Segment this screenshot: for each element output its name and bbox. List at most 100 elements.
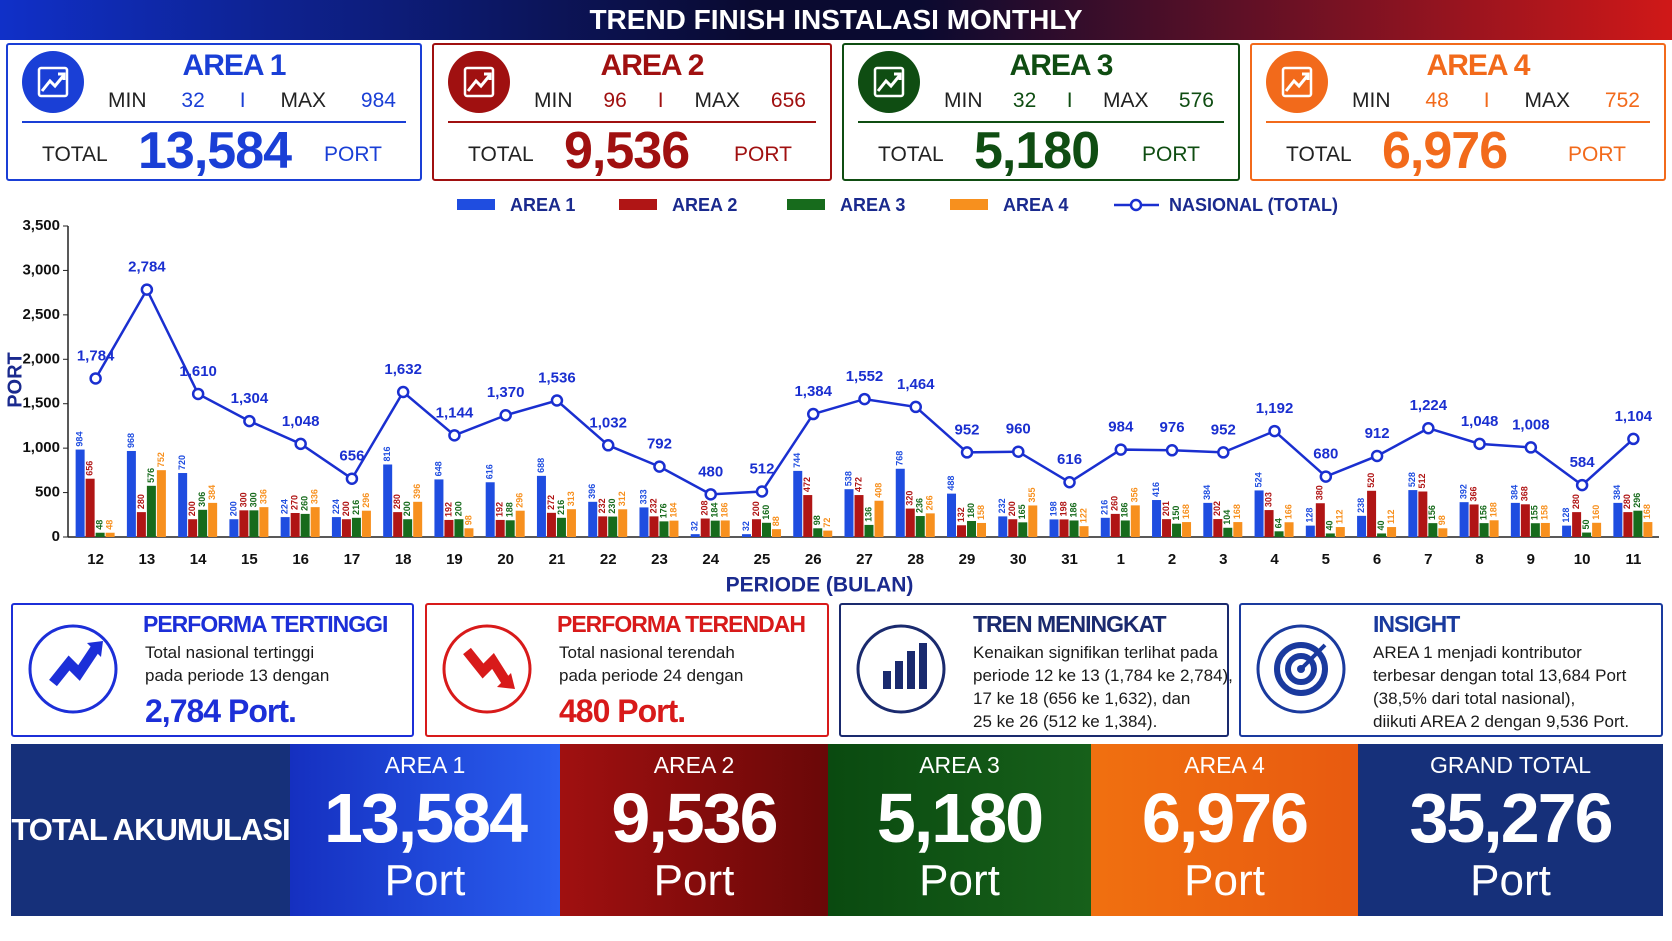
insight-title: TREN MENINGKAT: [973, 611, 1167, 637]
insight-line: periode 12 ke 13 (1,784 ke 2,784),: [973, 666, 1233, 685]
bar-label: 200: [751, 501, 761, 516]
bar: [280, 517, 290, 537]
bar-label: 384: [1202, 485, 1212, 500]
total-label: TOTAL: [1286, 143, 1352, 166]
x-tick-label: 15: [241, 551, 258, 568]
bar-label: 232: [597, 498, 607, 513]
bar-label: 50: [1581, 520, 1591, 530]
bar-label: 384: [207, 485, 217, 500]
bar-label: 296: [1632, 493, 1642, 508]
total-value: 6,976: [1382, 122, 1508, 180]
y-tick-label: 3,500: [22, 217, 60, 234]
x-tick-label: 6: [1373, 551, 1381, 568]
icon: [858, 51, 920, 113]
x-tick-label: 31: [1061, 551, 1078, 568]
insight-line: diikuti AREA 2 dengan 9,536 Port.: [1373, 712, 1630, 731]
total-label: TOTAL: [468, 143, 534, 166]
bar-label: 520: [1366, 473, 1376, 488]
bar: [1315, 503, 1325, 537]
summary-label: TOTAL AKUMULASI: [11, 812, 290, 847]
bar: [1520, 504, 1530, 537]
x-tick-label: 9: [1527, 551, 1535, 568]
bar-label: 98: [463, 515, 473, 525]
bar-label: 744: [792, 453, 802, 468]
x-tick-label: 17: [344, 551, 361, 568]
insight-card: INSIGHT AREA 1 menjadi kontributor terbesa…: [1239, 603, 1663, 737]
bar: [1428, 523, 1438, 537]
bar: [331, 517, 341, 537]
total-label: 616: [1057, 451, 1082, 468]
insight-line: Total nasional terendah: [559, 643, 735, 662]
bar: [556, 517, 566, 537]
x-tick-label: 25: [754, 551, 771, 568]
insight-title: PERFORMA TERTINGGI: [143, 611, 388, 637]
bar-label: 136: [863, 507, 873, 522]
bar: [793, 470, 803, 537]
bar-label: 72: [822, 518, 832, 528]
summary-total: 13,584: [323, 779, 528, 857]
bar-label: 488: [946, 476, 956, 491]
bar: [1510, 502, 1520, 537]
bar-label: 176: [658, 503, 668, 518]
bar-label: 192: [443, 502, 453, 517]
bar: [1530, 523, 1540, 537]
bar-label: 168: [1642, 504, 1652, 519]
max-value: 656: [770, 89, 806, 112]
total-point: [396, 385, 410, 399]
card-icon: [858, 51, 920, 113]
bar-label: 270: [290, 495, 300, 510]
separator: I: [1483, 89, 1490, 112]
total-point: [1627, 432, 1640, 446]
x-tick-label: 2: [1168, 551, 1176, 568]
bar: [1284, 522, 1294, 537]
insight-text: Total nasional terendah pada periode 24 d…: [559, 641, 743, 687]
area-card: AREA 1 MIN 32 I MAX 984 TOTAL 13,584 PORT: [6, 43, 422, 181]
bar-label: 238: [1356, 498, 1366, 513]
bar-label: 230: [607, 499, 617, 514]
x-tick-label: 4: [1270, 551, 1279, 568]
min-max-row: MIN 32 I MAX 984: [108, 89, 396, 113]
total-value: 5,180: [974, 122, 1100, 180]
max-value: 752: [1604, 89, 1640, 112]
total-label: 680: [1313, 446, 1338, 463]
bar-label: 160: [1591, 505, 1601, 520]
bar: [485, 482, 495, 537]
y-tick-label: 1,000: [22, 439, 60, 456]
bar-label: 128: [1305, 508, 1315, 523]
summary-total: 6,976: [1141, 779, 1309, 857]
summary-unit: Port: [384, 856, 466, 905]
legend-label: AREA 2: [672, 195, 737, 215]
bar-label: 112: [1386, 510, 1396, 525]
insight-line: pada periode 13 dengan: [145, 666, 330, 685]
bar-label: 166: [1283, 504, 1293, 519]
bar: [844, 489, 854, 537]
bar-label: 128: [1561, 508, 1571, 523]
total-point: [1473, 437, 1486, 451]
bar: [229, 519, 239, 537]
bar-label: 216: [1100, 500, 1110, 515]
total-label: 1,536: [538, 369, 576, 386]
bar-label: 232: [648, 498, 658, 513]
insight-title: INSIGHT: [1373, 611, 1460, 637]
bar: [95, 532, 105, 537]
x-tick-label: 28: [907, 551, 924, 568]
legend-label: AREA 3: [840, 195, 905, 215]
total-unit: PORT: [1568, 143, 1626, 166]
bar: [967, 521, 977, 537]
legend-label: NASIONAL (TOTAL): [1169, 195, 1338, 215]
bar: [1130, 505, 1140, 537]
total-label: 512: [749, 460, 774, 477]
bar-label: 201: [1161, 501, 1171, 516]
bar-label: 186: [1120, 502, 1130, 517]
bar: [1213, 519, 1223, 537]
bar: [741, 534, 751, 537]
total-label: TOTAL: [42, 143, 108, 166]
bar: [75, 449, 85, 537]
separator: I: [239, 89, 246, 112]
bar: [105, 532, 115, 537]
total-label: 984: [1108, 419, 1134, 436]
summary-cell: GRAND TOTAL 35,276 Port: [1358, 744, 1663, 916]
total-point: [704, 488, 717, 501]
bar: [649, 516, 659, 537]
